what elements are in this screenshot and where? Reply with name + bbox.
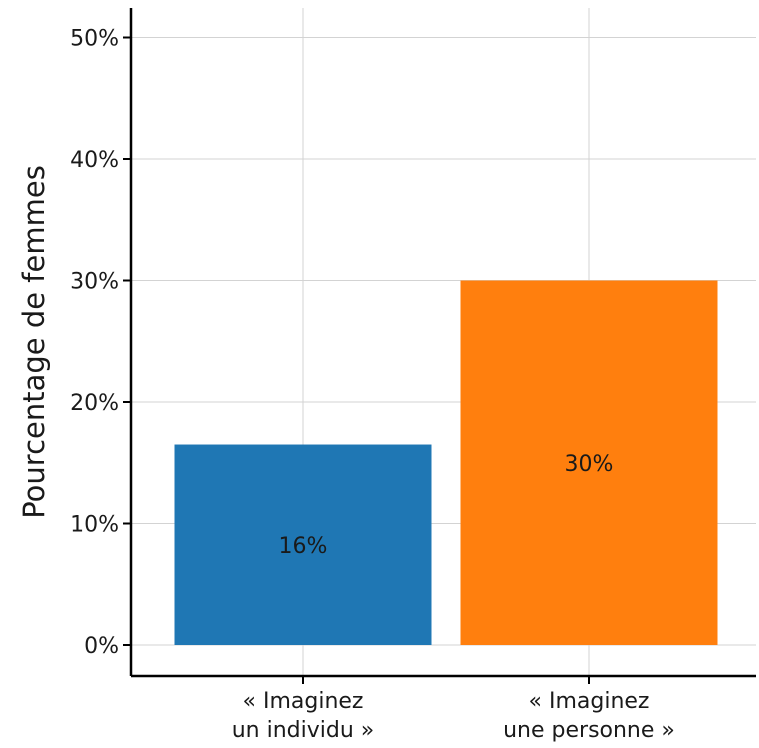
data-label-2: 30% — [565, 452, 614, 477]
x-category-label-line: une personne » — [503, 718, 675, 743]
y-tick-label: 10% — [70, 513, 119, 538]
y-ticks: 0% 10% 20% 30% 40% 50% — [70, 27, 131, 659]
x-category-label-line: un individu » — [232, 718, 375, 743]
x-ticks: « Imaginez un individu » « Imaginez une per… — [232, 676, 675, 743]
y-tick-label: 20% — [70, 391, 119, 416]
bar-2 — [460, 280, 718, 645]
bars — [174, 280, 718, 645]
x-category-label-line: « Imaginez — [529, 689, 650, 714]
bar-1 — [174, 444, 432, 645]
y-axis-title: Pourcentage de femmes — [17, 165, 51, 519]
axes — [129, 8, 756, 678]
y-tick-label: 30% — [70, 270, 119, 295]
data-label-1: 16% — [279, 534, 328, 559]
x-category-label: « Imaginez un individu » — [232, 689, 375, 743]
y-tick-label: 50% — [70, 27, 119, 52]
y-tick-label: 40% — [70, 148, 119, 173]
x-category-label: « Imaginez une personne » — [503, 689, 675, 743]
x-category-label-line: « Imaginez — [243, 689, 364, 714]
y-tick-label: 0% — [84, 634, 119, 659]
data-labels: 16% 30% — [279, 452, 614, 559]
